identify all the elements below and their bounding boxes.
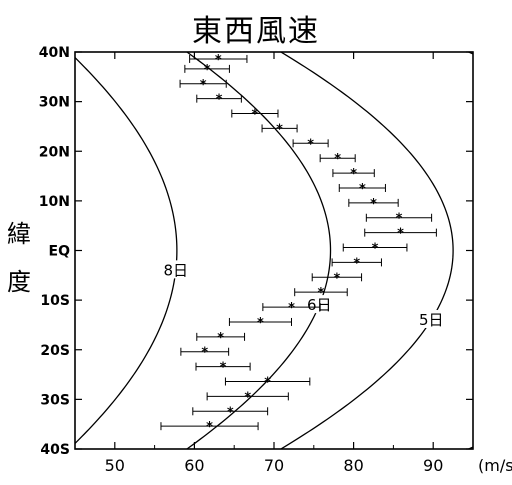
curve-label-bg xyxy=(417,309,446,328)
data-point: * xyxy=(333,271,340,286)
x-tick-label: 90 xyxy=(423,456,443,475)
y-tick-label: 20N xyxy=(39,144,70,160)
period-curve xyxy=(75,56,178,445)
data-point: * xyxy=(264,376,271,391)
y-tick-label: 10N xyxy=(39,194,70,210)
curve-label-bg xyxy=(305,295,334,314)
period-curve xyxy=(280,52,454,449)
y-tick-label: 30N xyxy=(39,95,70,111)
curve-label: 5日 xyxy=(419,311,444,329)
data-point: * xyxy=(334,152,341,167)
data-point: * xyxy=(370,197,377,212)
x-tick-label: 80 xyxy=(343,456,363,475)
curve-label: 8日 xyxy=(163,261,188,279)
data-point: * xyxy=(204,63,211,78)
period-curve xyxy=(186,52,332,449)
data-point: * xyxy=(350,167,357,182)
curve-label-bg xyxy=(161,260,190,279)
y-tick-label: 10S xyxy=(40,293,70,309)
data-point: * xyxy=(359,182,366,197)
data-point: * xyxy=(200,78,207,93)
y-tick-label: 20S xyxy=(40,343,70,359)
y-axis-label-char-1: 緯 xyxy=(7,220,31,248)
data-point: * xyxy=(244,390,251,405)
y-axis-label: 緯 度 xyxy=(4,210,34,306)
data-point: * xyxy=(288,301,295,316)
data-point: * xyxy=(276,122,283,137)
x-tick-label: 60 xyxy=(184,456,204,475)
data-point: * xyxy=(353,256,360,271)
y-tick-label: 40S xyxy=(40,442,70,458)
y-tick-label: 30S xyxy=(40,392,70,408)
x-tick-label: 50 xyxy=(105,456,125,475)
y-axis-label-char-2: 度 xyxy=(7,268,31,296)
data-point: * xyxy=(206,420,213,435)
data-point: * xyxy=(201,346,208,361)
data-point: * xyxy=(257,316,264,331)
data-point: * xyxy=(227,405,234,420)
y-tick-label: 40N xyxy=(39,45,70,61)
data-point: * xyxy=(318,286,325,301)
data-point: * xyxy=(307,137,314,152)
x-axis-unit: (m/s) xyxy=(478,456,512,475)
data-point: * xyxy=(220,361,227,376)
data-point: * xyxy=(251,108,258,123)
data-point: * xyxy=(216,93,223,108)
curve-label: 6日 xyxy=(307,296,332,314)
plot-frame xyxy=(74,51,474,450)
data-point: * xyxy=(397,227,404,242)
data-point: * xyxy=(372,242,379,257)
y-tick-label: EQ xyxy=(49,244,71,260)
data-point: * xyxy=(215,53,222,68)
data-point: * xyxy=(217,331,224,346)
chart-title: 東西風速 xyxy=(192,14,320,49)
period-curve xyxy=(468,52,473,449)
data-point: * xyxy=(396,212,403,227)
x-tick-label: 70 xyxy=(264,456,284,475)
